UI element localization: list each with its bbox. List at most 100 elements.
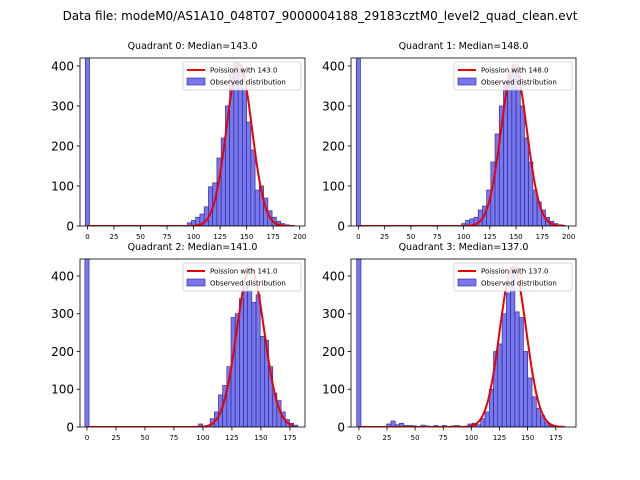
x-tick-label: 75: [439, 434, 448, 442]
histogram-bar: [208, 186, 213, 226]
histogram-bar: [242, 87, 247, 226]
histogram-bar: [523, 351, 529, 427]
y-tick-label: 400: [322, 60, 345, 74]
x-tick-label: 125: [225, 434, 238, 442]
poisson-fit-line: [87, 267, 294, 427]
x-tick-label: 100: [196, 434, 209, 442]
histogram-bar: [251, 302, 257, 427]
x-tick-label: 100: [457, 233, 470, 241]
legend: Poission with 143.0 Observed distribution: [182, 61, 302, 91]
x-tick-label: 50: [140, 434, 149, 442]
subplot-quadrant-0: Quadrant 0: Median=143.0 0 25 50 75 100 125 150…: [51, 41, 306, 241]
subplot-quadrant-3: Quadrant 3: Median=137.0 0 25 50 75 100 125 150…: [322, 242, 577, 442]
x-tick-label: 200: [293, 233, 306, 241]
histogram-bar: [243, 281, 249, 427]
histogram-bar: [535, 407, 541, 427]
legend-fit-label: Poission with 141.0: [210, 268, 278, 276]
subplot-title: Quadrant 1: Median=148.0: [399, 41, 529, 52]
legend-hist-label: Observed distribution: [210, 280, 286, 288]
histogram-bar: [507, 73, 513, 226]
x-tick-label: 200: [562, 233, 575, 241]
legend-hist-swatch: [186, 77, 206, 86]
histogram-bar: [514, 311, 520, 427]
y-tick-label: 100: [51, 180, 74, 194]
x-tick-label: 75: [163, 233, 172, 241]
x-tick-label: 75: [169, 434, 178, 442]
y-tick-label: 300: [322, 100, 345, 114]
axes-frame: [79, 258, 306, 428]
x-tick-label: 25: [380, 233, 389, 241]
y-tick-label: 400: [51, 269, 74, 283]
figure-suptitle: Data file: modeM0/AS1A10_048T07_90000041…: [63, 9, 578, 23]
y-tick-label: 200: [51, 345, 74, 359]
histogram-bar: [399, 422, 405, 427]
histogram-bar: [246, 121, 252, 226]
x-tick-label: 150: [521, 434, 534, 442]
subplot-quadrant-2: Quadrant 2: Median=141.0 0 25 50 75 100 125 150…: [51, 242, 306, 442]
histogram-bar: [259, 336, 265, 427]
x-tick-label: 50: [406, 233, 415, 241]
plot-area: [355, 58, 566, 226]
y-tick-label: 200: [51, 140, 74, 154]
histogram-bar: [247, 290, 253, 427]
legend: Poission with 148.0 Observed distribution: [453, 61, 573, 91]
subplot-title: Quadrant 3: Median=137.0: [399, 242, 529, 253]
histogram-bar: [515, 69, 521, 226]
y-tick-label: 300: [51, 307, 74, 321]
legend-hist-label: Observed distribution: [481, 280, 557, 288]
histogram-bar: [390, 420, 396, 427]
subplot-title: Quadrant 0: Median=143.0: [128, 41, 258, 52]
legend-fit-label: Poission with 143.0: [210, 67, 278, 75]
x-tick-label: 0: [356, 233, 360, 241]
x-tick-label: 175: [536, 233, 549, 241]
legend: Poission with 141.0 Observed distribution: [182, 262, 302, 292]
x-tick-label: 0: [357, 434, 361, 442]
legend-box: [182, 61, 302, 91]
histogram-bar: [531, 396, 537, 427]
x-tick-label: 175: [266, 233, 279, 241]
axes-frame: [350, 258, 577, 428]
histogram-bar: [518, 317, 524, 427]
histogram-bar: [239, 298, 244, 427]
histogram-bar: [355, 58, 361, 226]
x-tick-label: 150: [240, 233, 253, 241]
y-tick-label: 100: [51, 383, 74, 397]
x-tick-label: 125: [213, 233, 226, 241]
x-tick-label: 150: [254, 434, 267, 442]
histogram-bar: [293, 424, 299, 427]
x-tick-label: 175: [549, 434, 562, 442]
y-tick-label: 200: [322, 345, 345, 359]
y-tick-label: 200: [322, 140, 345, 154]
subplot-title: Quadrant 2: Median=141.0: [128, 242, 258, 253]
histogram-bar: [230, 317, 236, 427]
y-tick-label: 100: [322, 180, 345, 194]
legend-box: [453, 61, 573, 91]
histogram-bar: [255, 294, 261, 427]
y-tick-label: 400: [322, 269, 345, 283]
subplot-quadrant-1: Quadrant 1: Median=148.0 0 25 50 75 100 125 150…: [322, 41, 577, 241]
y-tick-label: 300: [322, 307, 345, 321]
legend-hist-swatch: [457, 77, 477, 86]
x-tick-label: 175: [283, 434, 296, 442]
histogram-bar: [85, 58, 90, 226]
histogram-bar: [250, 149, 256, 226]
x-tick-label: 0: [85, 434, 89, 442]
legend: Poission with 137.0 Observed distribution: [453, 262, 573, 292]
histogram-bar: [524, 137, 529, 226]
legend-hist-swatch: [186, 278, 206, 287]
legend-fit-label: Poission with 148.0: [481, 67, 549, 75]
x-tick-label: 25: [111, 434, 120, 442]
y-tick-label: 0: [337, 421, 345, 435]
y-tick-label: 300: [51, 100, 74, 114]
histogram-bar: [356, 259, 362, 427]
legend-hist-label: Observed distribution: [210, 79, 286, 87]
y-tick-label: 0: [66, 421, 74, 435]
histogram-bar: [510, 268, 516, 427]
legend-box: [453, 262, 573, 292]
plot-area: [356, 259, 565, 427]
histogram-bar: [497, 343, 503, 427]
x-tick-label: 100: [465, 434, 478, 442]
subplot-grid: Quadrant 0: Median=143.0 0 25 50 75 100 125 150…: [51, 41, 577, 442]
x-tick-label: 125: [493, 434, 506, 442]
x-tick-label: 75: [433, 233, 442, 241]
